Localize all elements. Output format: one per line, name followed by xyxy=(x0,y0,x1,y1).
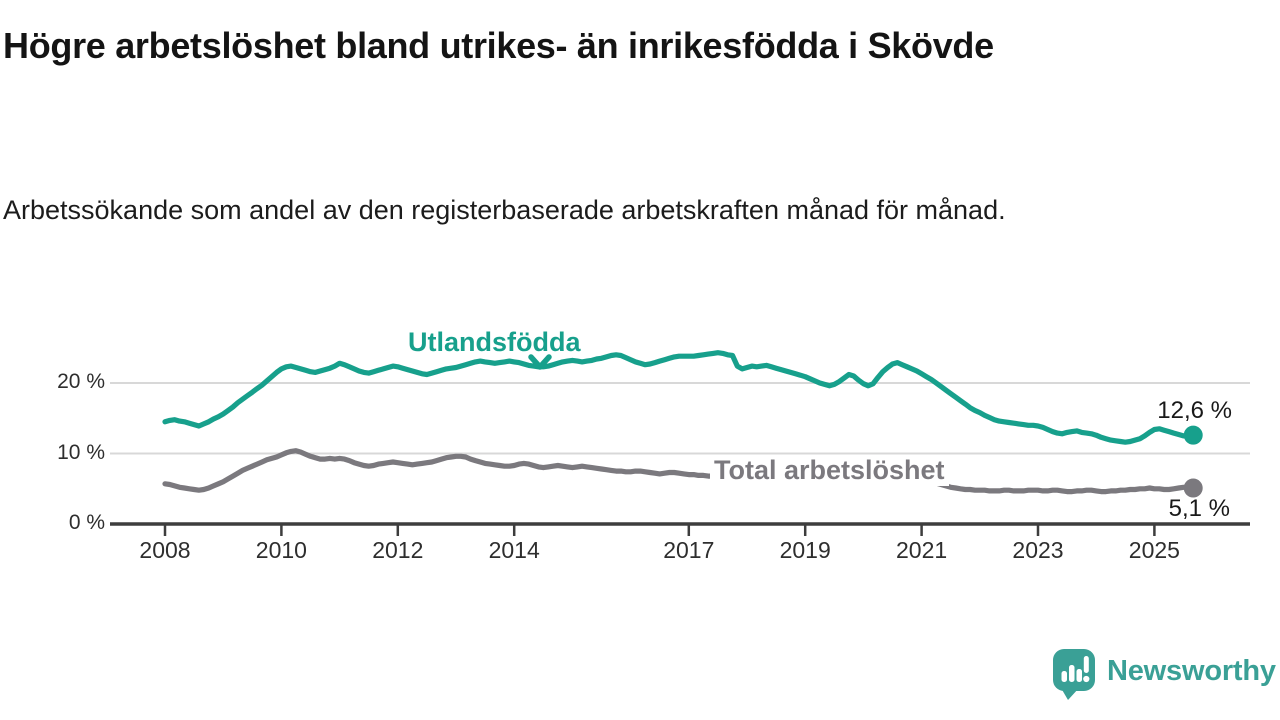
y-axis-label-20: 20 % xyxy=(57,370,105,393)
y-axis-label-10: 10 % xyxy=(57,441,105,464)
label-arrow-icon xyxy=(528,354,552,370)
series-label-utlandsfodda: Utlandsfödda xyxy=(408,327,581,357)
line-utlandsfodda xyxy=(162,350,1196,445)
x-tick-label-2017: 2017 xyxy=(663,537,715,563)
newsworthy-logo: Newsworthy xyxy=(1052,648,1276,701)
chart-subtitle: Arbetssökande som andel av den registerb… xyxy=(3,195,1006,225)
x-tick-label-2010: 2010 xyxy=(255,537,307,563)
y-axis-label-0: 0 % xyxy=(68,511,105,534)
x-tick-label-2023: 2023 xyxy=(1012,537,1064,563)
x-tick-label-2021: 2021 xyxy=(896,537,948,563)
end-value-label-utlandsfodda: 12,6 % xyxy=(1157,397,1232,424)
x-tick-label-2019: 2019 xyxy=(779,537,831,563)
series-label-total-arbetsloshet: Total arbetslöshet xyxy=(710,455,949,486)
chart-title: Högre arbetslöshet bland utrikes- än inr… xyxy=(3,25,994,66)
x-tick-label-2008: 2008 xyxy=(139,537,191,563)
newsworthy-logo-text: Newsworthy xyxy=(1107,655,1276,687)
x-tick-label-2014: 2014 xyxy=(488,537,540,563)
newsworthy-logo-icon xyxy=(1053,649,1095,700)
x-tick-label-2012: 2012 xyxy=(372,537,424,563)
x-tick-label-2025: 2025 xyxy=(1128,537,1180,563)
end-value-label-total: 5,1 % xyxy=(1168,495,1230,522)
end-dot-total xyxy=(1183,478,1203,498)
line-total xyxy=(162,448,1196,495)
end-dot-utlandsfodda xyxy=(1183,425,1203,445)
